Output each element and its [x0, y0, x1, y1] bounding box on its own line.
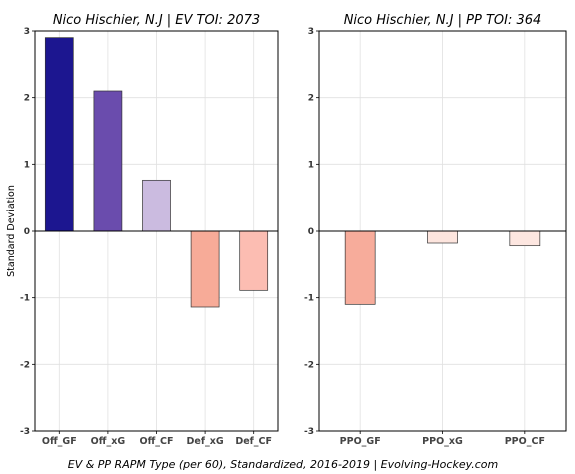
- y-tick-label: -1: [304, 294, 314, 304]
- y-tick-label: -2: [20, 360, 30, 370]
- bar-off-cf: [142, 179, 171, 232]
- x-tick-label: Off_CF: [140, 436, 174, 447]
- y-tick-label: -3: [304, 427, 314, 437]
- y-tick-label: 3: [24, 27, 30, 37]
- y-tick-label: 0: [24, 227, 30, 237]
- bar-def-cf: [239, 230, 269, 291]
- y-tick-label: 1: [24, 160, 30, 170]
- y-tick-label: 1: [308, 160, 314, 170]
- y-tick-label: 2: [308, 94, 314, 104]
- x-tick-label: Def_xG: [187, 436, 224, 447]
- bar-off-gf: [44, 37, 74, 232]
- chart-title: Nico Hischier, N.J | PP TOI: 364: [344, 13, 542, 28]
- y-tick-label: 2: [24, 94, 30, 104]
- ev-rapm-chart: -3 -2 -1 0 1 2 3 Off_GF Off_xG Off_CF Def_xG Def_CF…: [6, 13, 279, 447]
- bar-def-xg: [190, 230, 220, 308]
- chart-title: Nico Hischier, N.J | EV TOI: 2073: [53, 13, 260, 28]
- x-tick-label: Def_CF: [235, 436, 272, 447]
- x-tick-label: Off_GF: [42, 436, 77, 447]
- bar-ppo-cf: [509, 230, 541, 247]
- pp-rapm-chart: -3 -2 -1 0 1 2 3 PPO_GF PPO_xG PPO_CF Nico Hischie…: [304, 13, 567, 447]
- bar-ppo-gf: [344, 230, 376, 305]
- y-axis-label: Standard Deviation: [6, 185, 17, 277]
- x-tick-label: PPO_CF: [505, 436, 545, 447]
- y-tick-label: -1: [20, 294, 30, 304]
- x-tick-label: PPO_GF: [340, 436, 381, 447]
- figure-caption: EV & PP RAPM Type (per 60), Standardized…: [68, 458, 499, 471]
- x-tick-label: PPO_xG: [422, 436, 463, 447]
- bar-off-xg: [93, 90, 123, 232]
- y-tick-label: 3: [308, 27, 314, 37]
- x-tick-label: Off_xG: [91, 436, 126, 447]
- bar-ppo-xg: [427, 230, 458, 244]
- y-tick-label: -3: [20, 427, 30, 437]
- y-tick-label: 0: [308, 227, 314, 237]
- y-tick-label: -2: [304, 360, 314, 370]
